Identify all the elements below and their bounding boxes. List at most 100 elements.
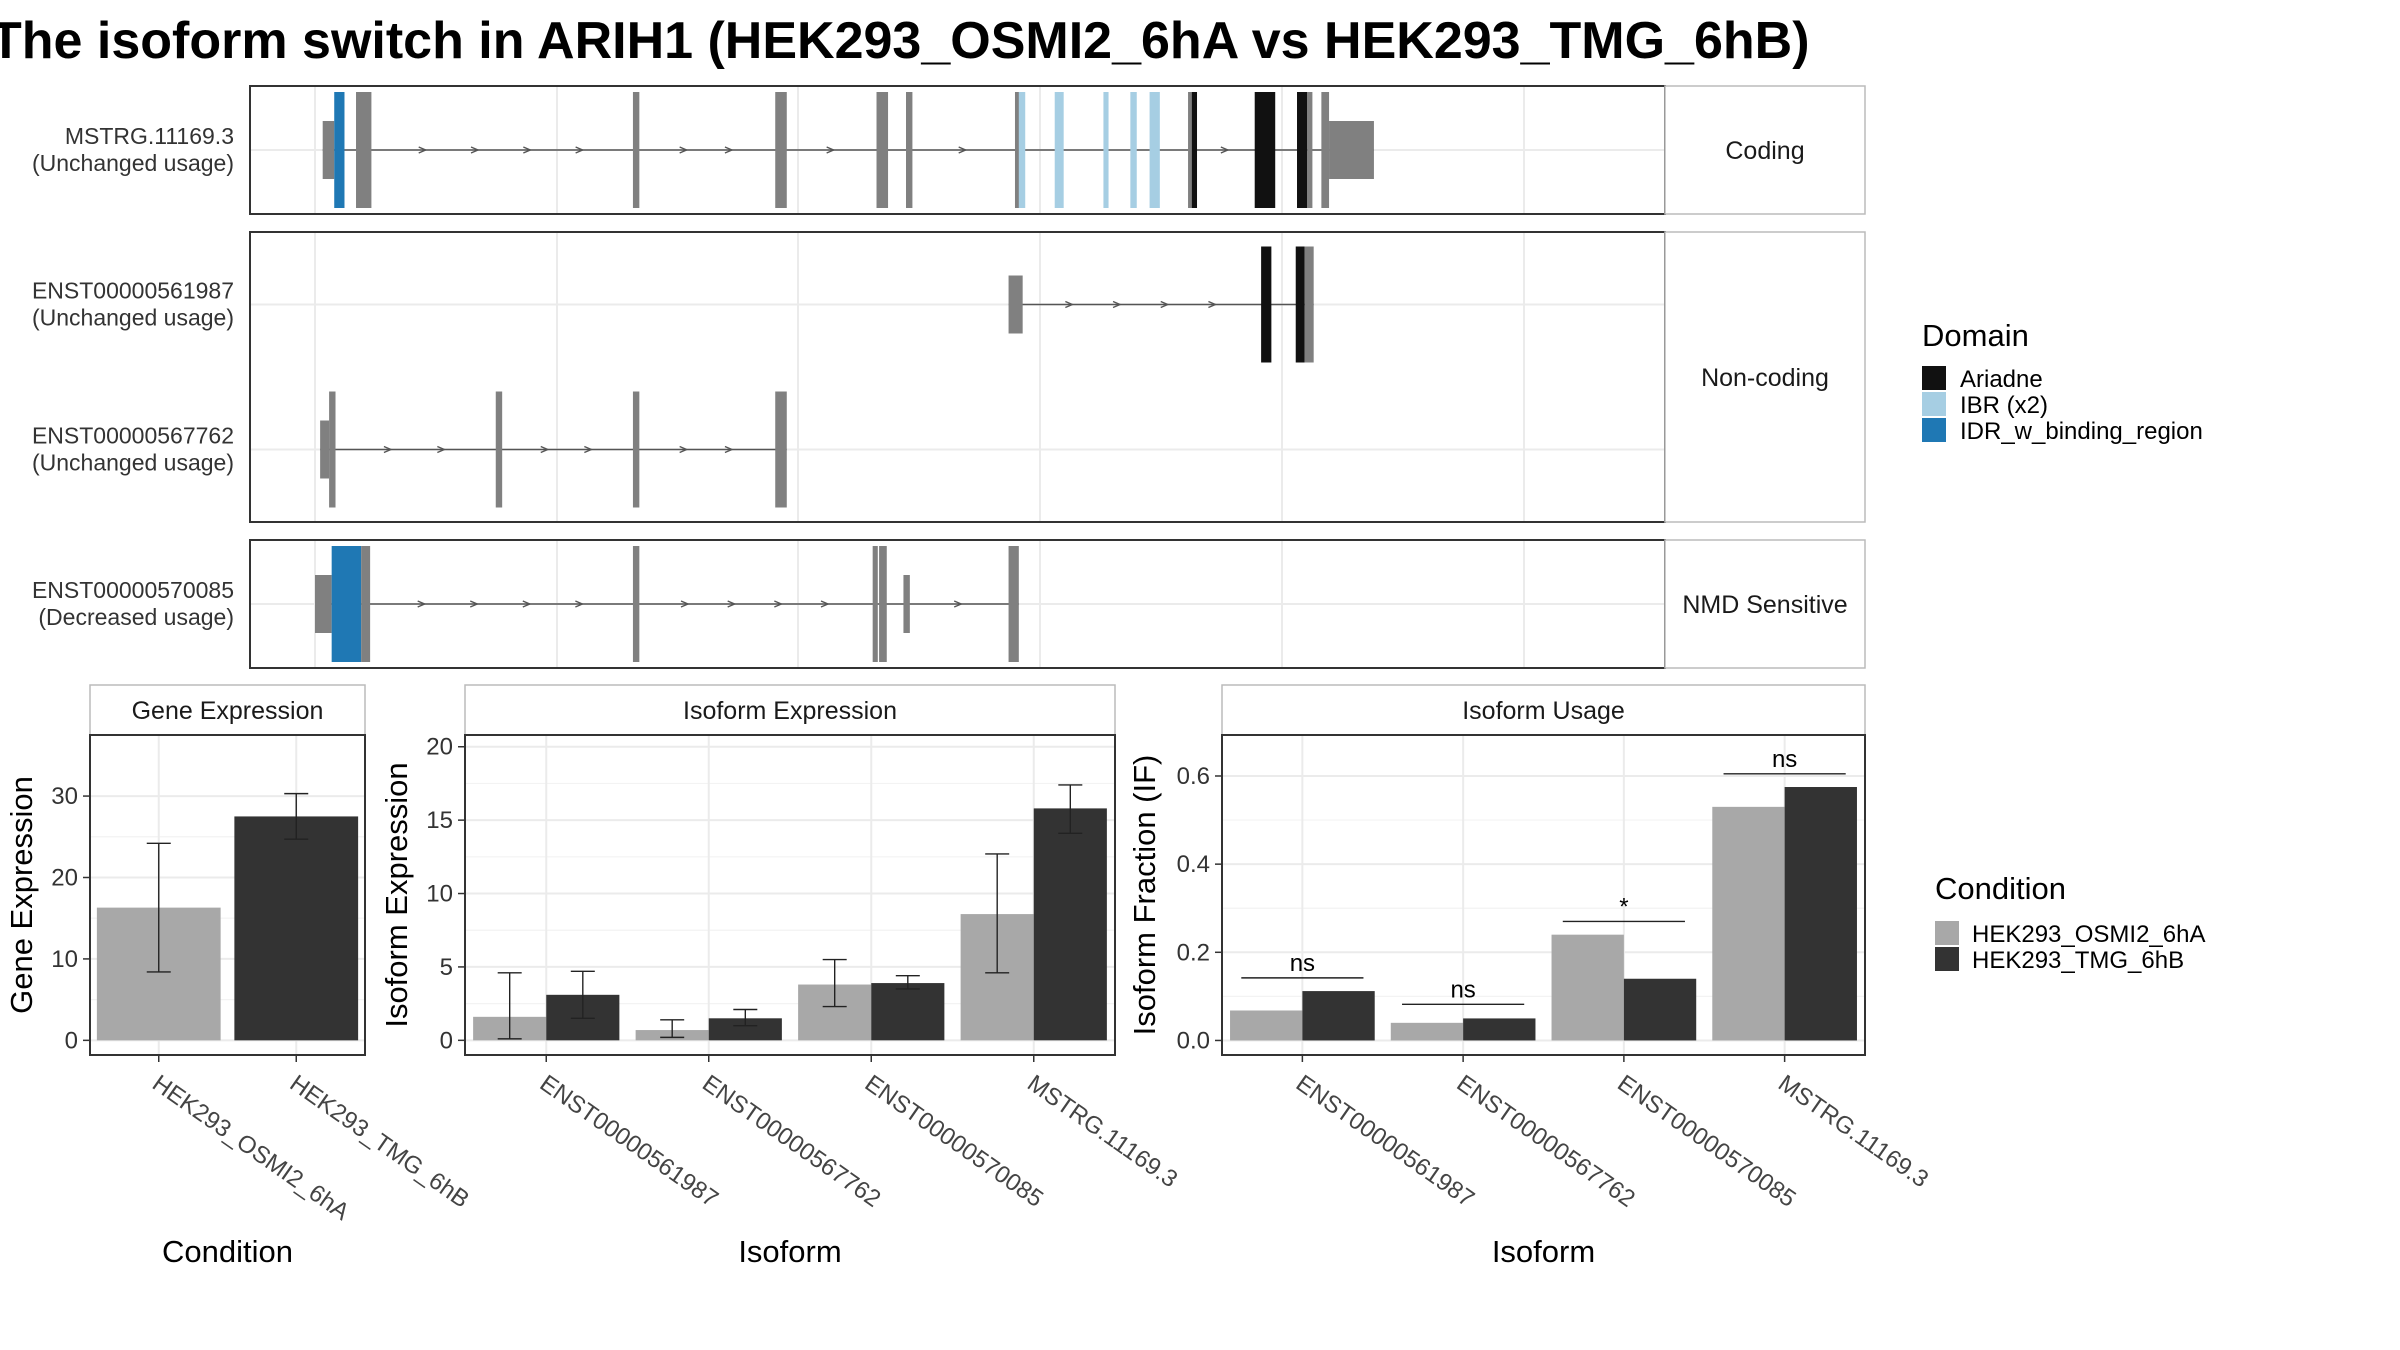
plot-panel-border [464, 734, 1116, 1056]
significance-label: ns [1772, 746, 1797, 773]
y-tick-label: 10 [426, 881, 453, 908]
intron-direction-arrow [470, 146, 480, 154]
plot-panel-border [89, 734, 366, 1056]
transcript-id-label: ENST00000561987 [32, 278, 234, 304]
intron-direction-arrow [575, 146, 585, 154]
intron-direction-arrow [724, 445, 734, 454]
structure-strip [1664, 539, 1866, 669]
x-tick-label: ENST00000561987 [1291, 1070, 1479, 1213]
y-tick-label: 20 [426, 734, 453, 761]
intron-direction-arrow [680, 600, 690, 608]
transcript-id-label: ENST00000567762 [32, 423, 234, 449]
domain-exon [1149, 92, 1160, 208]
condition-legend-label: HEK293_OSMI2_6hA [1972, 921, 2205, 948]
intron-direction-arrow [417, 600, 427, 608]
domain-exon [1297, 92, 1308, 208]
condition-legend-title: Condition [1935, 871, 2066, 906]
structure-strip-label: NMD Sensitive [1682, 591, 1847, 619]
intron-direction-arrow [540, 445, 550, 454]
exon [356, 92, 372, 208]
condition-legend-label: HEK293_TMG_6hB [1972, 947, 2184, 974]
domain-legend-swatch [1922, 366, 1946, 390]
x-tick-label: ENST00000567762 [1452, 1070, 1640, 1213]
figure-title: The isoform switch in ARIH1 (HEK293_OSMI… [0, 12, 1810, 70]
exon [315, 575, 332, 633]
exon [906, 92, 913, 208]
facet-strip-title: Gene Expression [132, 697, 324, 725]
transcript-usage-label: (Unchanged usage) [32, 150, 234, 176]
significance-label: * [1619, 893, 1628, 920]
domain-legend-title: Domain [1922, 318, 2029, 353]
domain-exon [1261, 246, 1272, 363]
domain-legend-swatch [1922, 392, 1946, 416]
y-tick-label: 10 [51, 946, 78, 973]
facet-strip-title: Isoform Expression [683, 697, 897, 725]
exon [903, 575, 910, 633]
y-tick-label: 0.0 [1177, 1027, 1210, 1054]
exon [361, 546, 371, 662]
intron-direction-arrow [774, 600, 784, 608]
y-tick-label: 0 [65, 1027, 78, 1054]
exon [632, 546, 640, 662]
y-axis-title: Gene Expression [4, 776, 39, 1014]
y-tick-label: 0.2 [1177, 939, 1210, 966]
significance-label: ns [1290, 950, 1315, 977]
domain-exon [1130, 92, 1137, 208]
y-tick-label: 30 [51, 783, 78, 810]
intron-direction-arrow [727, 600, 737, 608]
x-axis-title: Condition [162, 1234, 293, 1269]
x-axis-title: Isoform [1492, 1234, 1595, 1269]
intron-direction-arrow [724, 146, 734, 154]
bar [1033, 808, 1107, 1041]
x-tick-label: MSTRG.11169.3 [1773, 1070, 1933, 1193]
x-tick-label: MSTRG.11169.3 [1022, 1070, 1182, 1193]
bar [1784, 787, 1857, 1041]
x-axis-title: Isoform [738, 1234, 841, 1269]
exon [1008, 546, 1019, 662]
exon [1014, 92, 1019, 208]
transcript-id-label: ENST00000570085 [32, 577, 234, 603]
domain-legend-swatch [1922, 418, 1946, 442]
intron-direction-arrow [383, 445, 393, 454]
exon [1307, 92, 1313, 208]
domain-legend-label: IDR_w_binding_region [1960, 418, 2203, 445]
intron-direction-arrow [679, 146, 689, 154]
transcript-id-label: MSTRG.11169.3 [65, 123, 234, 149]
significance-label: ns [1450, 976, 1475, 1003]
facet-strip [464, 684, 1116, 736]
intron-direction-arrow [820, 600, 830, 608]
exon [876, 92, 889, 208]
intron-direction-arrow [523, 146, 533, 154]
facet-strip-title: Isoform Usage [1462, 697, 1625, 725]
structure-strip-label: Coding [1725, 137, 1804, 165]
bar [1623, 978, 1697, 1041]
exon [1329, 121, 1374, 179]
structure-strip [1664, 85, 1866, 215]
exon [632, 92, 640, 208]
intron-direction-arrow [418, 146, 428, 154]
intron-direction-arrow [1160, 300, 1170, 309]
condition-legend-swatch [1935, 921, 1959, 945]
exon [775, 92, 787, 208]
domain-exon [1054, 92, 1064, 208]
domain-exon [334, 92, 345, 208]
exon [1321, 92, 1330, 208]
facet-strip [1221, 684, 1866, 736]
intron-direction-arrow [437, 445, 447, 454]
structure-panel-bg [250, 232, 1665, 522]
x-tick-label: ENST00000567762 [697, 1070, 885, 1213]
intron-direction-arrow [679, 445, 689, 454]
domain-exon [1103, 92, 1109, 208]
bar [1712, 806, 1785, 1041]
exon [320, 420, 330, 479]
transcript-usage-label: (Decreased usage) [38, 604, 234, 630]
intron-direction-arrow [1220, 146, 1230, 154]
intron-direction-arrow [958, 146, 968, 154]
y-tick-label: 0.4 [1177, 851, 1210, 878]
domain-exon [1018, 92, 1026, 208]
intron-direction-arrow [522, 600, 532, 608]
condition-legend-swatch [1935, 947, 1959, 971]
plot-panel-border [1221, 734, 1866, 1056]
